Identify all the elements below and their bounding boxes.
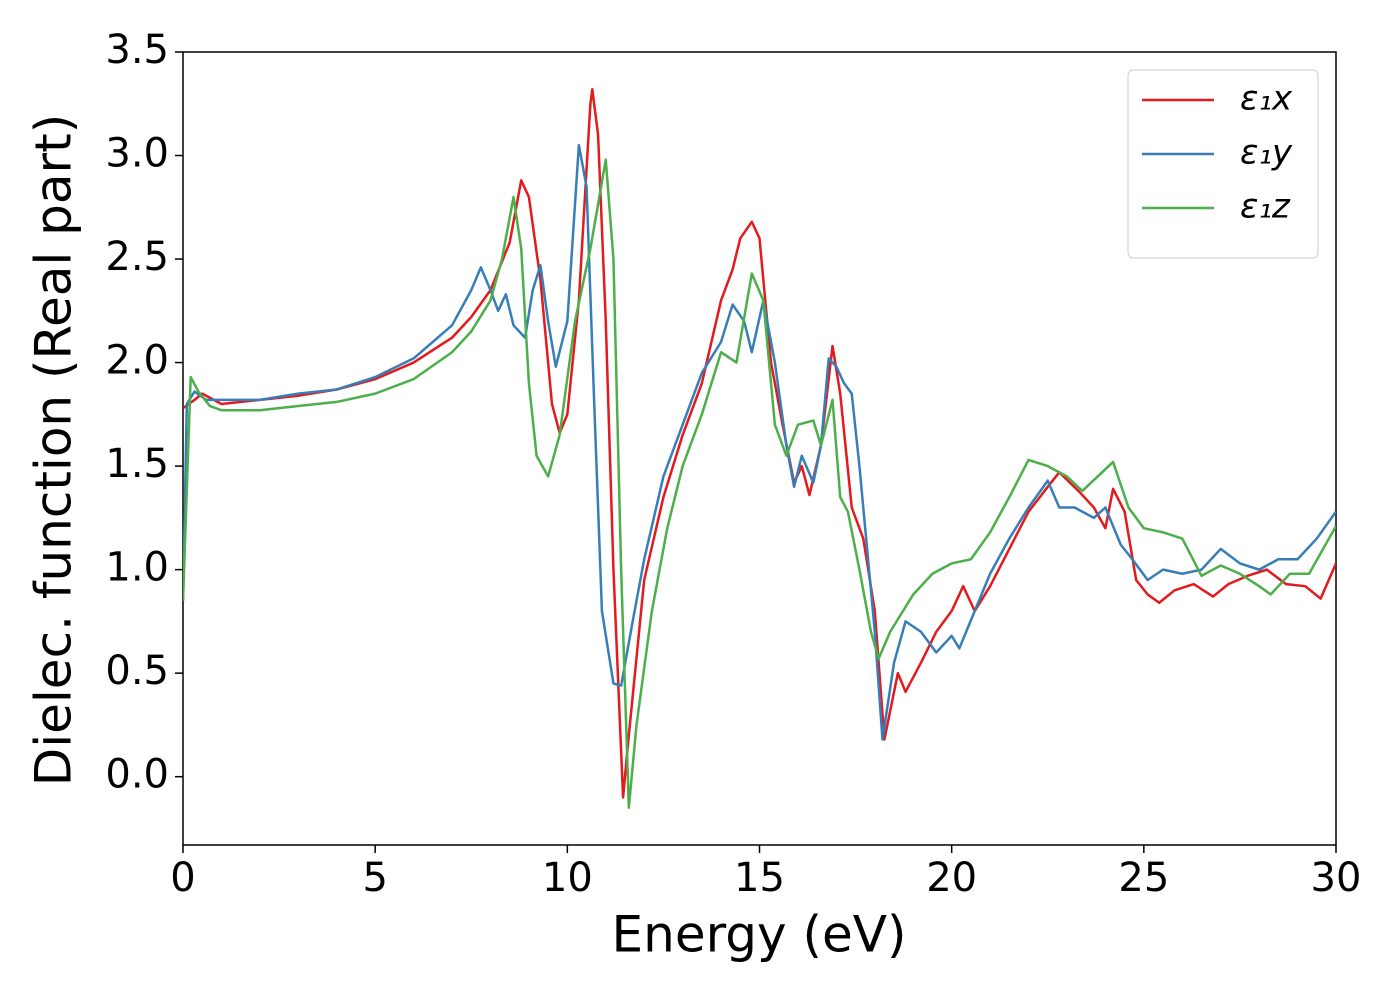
y-tick-label: 1.5: [105, 441, 169, 487]
series-line: [183, 143, 1336, 741]
y-tick-label: 3.5: [105, 27, 169, 73]
legend-box: [1127, 69, 1319, 259]
y-tick-label: 2.5: [105, 234, 169, 280]
y-tick-label: 0.0: [105, 752, 169, 798]
x-tick-label: 25: [1118, 855, 1169, 901]
x-tick-label: 15: [734, 855, 785, 901]
x-tick-label: 30: [1311, 855, 1362, 901]
legend-label: ε₁z: [1240, 187, 1291, 227]
x-tick-label: 5: [362, 855, 387, 901]
y-tick-label: 3.0: [105, 131, 169, 177]
legend-label: ε₁y: [1240, 133, 1293, 173]
x-axis-label: Energy (eV): [612, 906, 907, 964]
legend-label: ε₁x: [1240, 79, 1293, 119]
x-tick-label: 10: [542, 855, 593, 901]
y-tick-label: 1.0: [105, 545, 169, 591]
y-tick-label: 0.5: [105, 648, 169, 694]
series-line: [183, 158, 1336, 809]
y-tick-label: 2.0: [105, 338, 169, 384]
x-tick-label: 20: [926, 855, 977, 901]
y-axis-label: Dielec. function (Real part): [25, 114, 83, 786]
x-tick-label: 0: [170, 855, 195, 901]
